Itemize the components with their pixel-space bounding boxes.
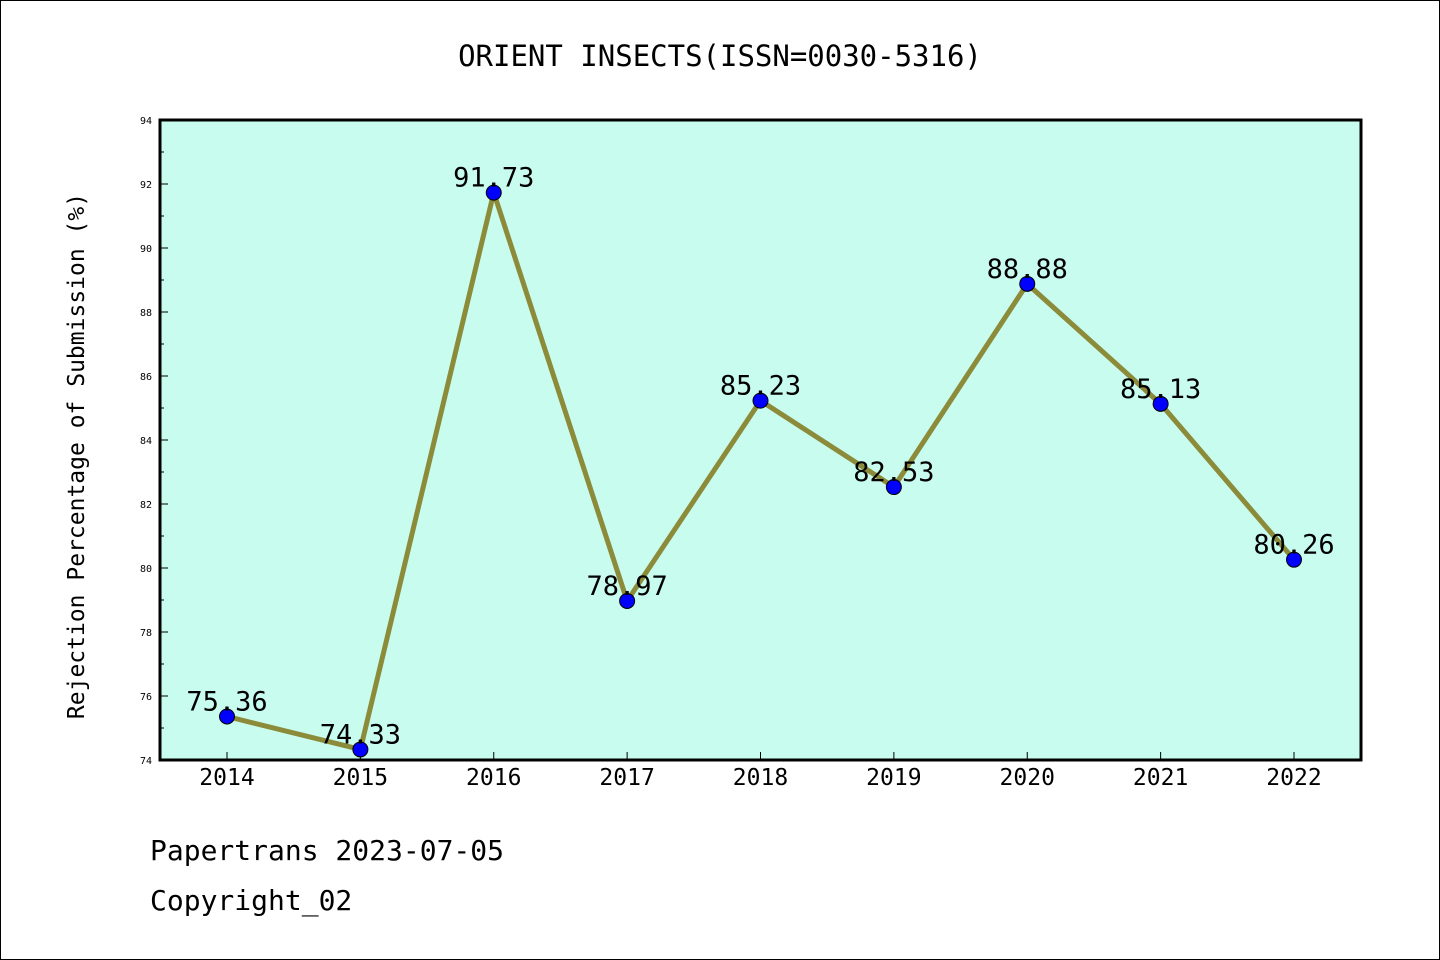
x-tick-label: 2015 — [333, 765, 388, 791]
data-series: 75.36 74.33 91.73 78.97 85.23 82.53 88.88 85.13… — [186, 163, 1335, 758]
data-point — [1286, 551, 1302, 568]
x-tick-label: 2017 — [599, 765, 654, 791]
y-tick-label: 92 — [140, 180, 152, 191]
x-tick-label: 2019 — [866, 765, 921, 791]
data-label: 78.97 — [586, 571, 667, 602]
data-point — [752, 392, 769, 409]
data-label: 85.13 — [1120, 374, 1201, 405]
y-tick-label: 80 — [140, 564, 152, 575]
y-tick-label: 76 — [140, 692, 152, 703]
y-tick-label: 74 — [140, 756, 152, 767]
x-tick-label: 2018 — [733, 765, 788, 791]
data-label: 88.88 — [987, 254, 1068, 285]
x-tick-label: 2014 — [199, 765, 254, 791]
data-label: 82.53 — [853, 457, 934, 488]
data-label: 80.26 — [1253, 530, 1334, 561]
data-point — [352, 741, 369, 758]
y-tick-label: 90 — [140, 244, 152, 255]
y-axis-label: Rejection Percentage of Submission (%) — [64, 193, 90, 719]
x-axis: 2014 2015 2016 2017 2018 2019 2020 2021 2022 — [199, 752, 1322, 791]
y-tick-label: 94 — [140, 116, 152, 127]
data-point — [485, 184, 502, 201]
y-axis: 74 76 78 80 82 84 86 88 90 92 94 — [140, 116, 168, 767]
y-tick-label: 82 — [140, 500, 152, 511]
data-label: 74.33 — [320, 719, 401, 750]
data-point — [1152, 395, 1169, 412]
y-tick-label: 86 — [140, 372, 152, 383]
data-label: 75.36 — [186, 686, 267, 717]
y-tick-label: 84 — [140, 436, 152, 447]
data-point — [1019, 275, 1036, 292]
data-point — [885, 479, 902, 496]
x-tick-label: 2020 — [1000, 765, 1055, 791]
y-tick-label: 78 — [140, 628, 152, 639]
x-tick-label: 2022 — [1266, 765, 1321, 791]
footer-copyright: Copyright_02 — [150, 884, 353, 917]
x-tick-label: 2021 — [1133, 765, 1188, 791]
data-point — [619, 592, 636, 609]
x-tick-label: 2016 — [466, 765, 521, 791]
chart-title: ORIENT INSECTS(ISSN=0030-5316) — [458, 39, 982, 73]
data-label: 85.23 — [720, 371, 801, 402]
data-point — [219, 708, 235, 725]
data-label: 91.73 — [453, 163, 534, 194]
plot-area — [158, 118, 1363, 762]
footer-date: Papertrans 2023-07-05 — [150, 834, 505, 867]
y-tick-label: 88 — [140, 308, 152, 319]
